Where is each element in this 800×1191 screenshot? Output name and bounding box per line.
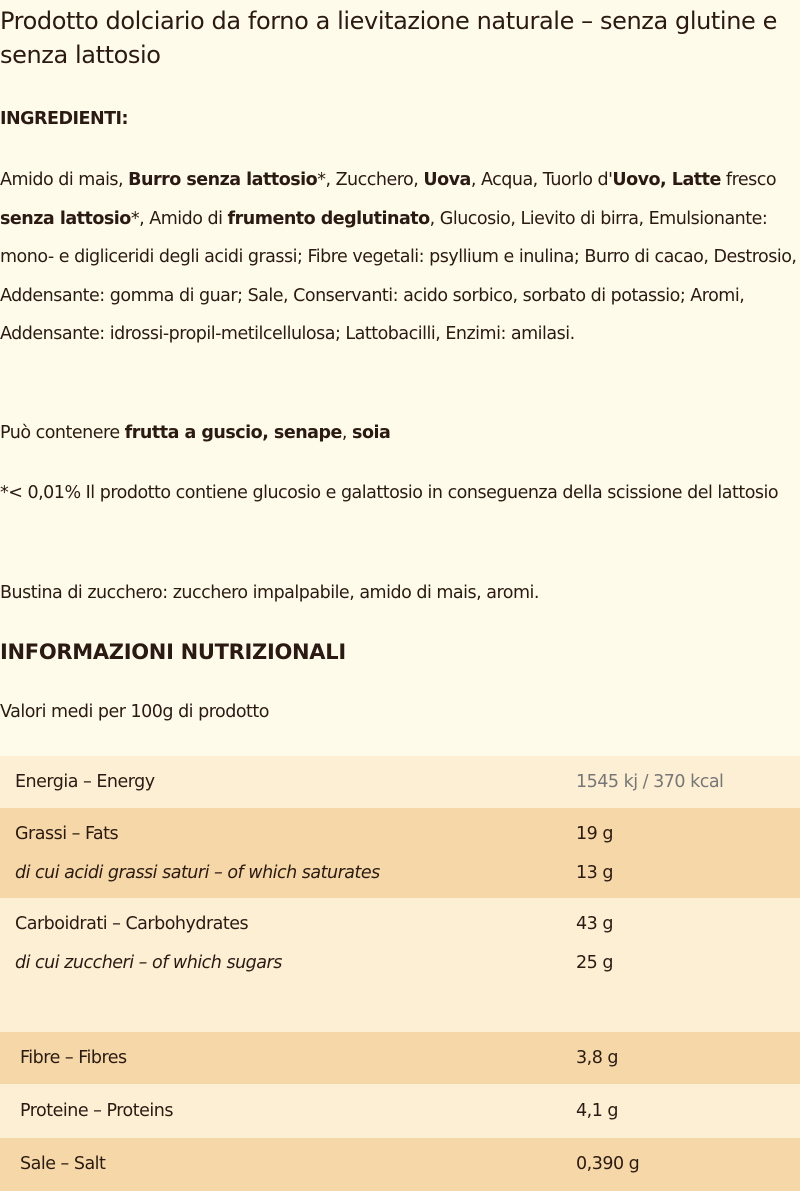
row-salt: Sale – Salt 0,390 g [0, 1138, 800, 1191]
may-contain-text: Può contenere frutta a guscio, senape, s… [0, 414, 800, 453]
text-segment: *, Zucchero, [317, 170, 424, 190]
saturates-label: di cui acidi grassi saturi – of which sa… [15, 863, 380, 883]
nutrition-table: Energia – Energy 1545 kj / 370 kcal Gras… [0, 756, 800, 1191]
proteins-label: Proteine – Proteins [20, 1101, 173, 1121]
salt-label: Sale – Salt [20, 1154, 106, 1174]
row-proteins: Proteine – Proteins 4,1 g [0, 1084, 800, 1138]
allergen-text: frutta a guscio, senape [124, 423, 343, 443]
row-energy: Energia – Energy 1545 kj / 370 kcal [0, 756, 800, 808]
text-segment: Amido di mais, [0, 170, 129, 190]
allergen-text: Uovo, Latte [612, 170, 721, 190]
fats-value: 19 g [576, 824, 613, 844]
row-fats: Grassi – Fats di cui acidi grassi saturi … [0, 808, 800, 898]
fibre-value: 3,8 g [576, 1048, 619, 1068]
sugars-label: di cui zuccheri – of which sugars [15, 953, 282, 973]
ingredients-text: Amido di mais, Burro senza lattosio*, Zu… [0, 161, 800, 354]
energy-value: 1545 kj / 370 kcal [576, 772, 724, 792]
allergen-text: frumento deglutinato [227, 208, 431, 229]
allergen-text: Burro senza lattosio [128, 170, 318, 190]
row-fibre: Fibre – Fibres 3,8 g [0, 1032, 800, 1084]
allergen-text: senza lattosio [0, 208, 131, 229]
footnote: *< 0,01% Il prodotto contiene glucosio e… [0, 483, 779, 503]
text-segment: fresco [720, 170, 777, 190]
nutrition-heading: INFORMAZIONI NUTRIZIONALI [0, 640, 346, 664]
carbs-label: Carboidrati – Carbohydrates [15, 914, 249, 934]
sugars-value: 25 g [576, 953, 613, 973]
row-carbs: Carboidrati – Carbohydrates di cui zucche… [0, 898, 800, 1032]
ingredients-heading: INGREDIENTI: [0, 109, 129, 129]
text-segment: , [341, 423, 353, 443]
fibre-label: Fibre – Fibres [20, 1048, 127, 1068]
text-segment: Può contenere [0, 423, 125, 443]
energy-label: Energia – Energy [15, 772, 155, 792]
carbs-value: 43 g [576, 914, 613, 934]
salt-value: 0,390 g [576, 1154, 640, 1174]
nutrition-subheading: Valori medi per 100g di prodotto [0, 702, 269, 722]
allergen-text: Uova [423, 170, 471, 190]
allergen-text: soia [352, 423, 391, 443]
sugar-sachet-text: Bustina di zucchero: zucchero impalpabil… [0, 583, 539, 603]
text-segment: , Glucosio, Lievito di birra, Emulsionan… [0, 208, 797, 345]
saturates-value: 13 g [576, 863, 613, 883]
text-segment: , Acqua, Tuorlo d' [470, 170, 613, 190]
text-segment: *, Amido di [130, 208, 228, 229]
proteins-value: 4,1 g [576, 1101, 619, 1121]
product-title: Prodotto dolciario da forno a lievitazio… [0, 7, 777, 69]
fats-label: Grassi – Fats [15, 824, 119, 844]
